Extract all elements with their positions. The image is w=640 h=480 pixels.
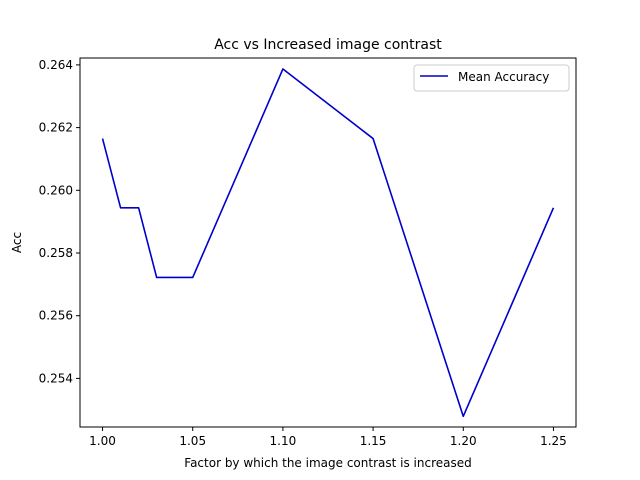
legend: Mean Accuracy [413, 64, 570, 92]
y-tick-label: 0.258 [39, 246, 73, 260]
y-tick-label: 0.254 [39, 371, 73, 385]
y-axis-ticks: 0.254 0.256 0.258 0.260 0.262 0.264 [39, 58, 80, 385]
x-tick-label: 1.25 [540, 434, 567, 448]
x-tick-label: 1.05 [179, 434, 206, 448]
y-tick-label: 0.256 [39, 309, 73, 323]
legend-label: Mean Accuracy [458, 70, 549, 84]
legend-box [413, 64, 570, 92]
x-tick-label: 1.15 [360, 434, 387, 448]
chart-title: Acc vs Increased image contrast [214, 37, 442, 53]
x-tick-label: 1.20 [450, 434, 477, 448]
y-tick-label: 0.262 [39, 121, 73, 135]
x-tick-label: 1.00 [89, 434, 116, 448]
plot-frame [79, 57, 577, 428]
x-axis-label: Factor by which the image contrast is in… [184, 456, 471, 470]
plot-area [80, 58, 576, 427]
y-axis-label: Acc [10, 232, 24, 253]
series-layer [101, 68, 555, 418]
series-line-mean-accuracy [101, 68, 555, 418]
y-tick-label: 0.264 [39, 58, 73, 72]
y-tick-label: 0.260 [39, 183, 73, 197]
x-axis-ticks: 1.00 1.05 1.10 1.15 1.20 1.25 [89, 427, 567, 448]
x-tick-label: 1.10 [270, 434, 297, 448]
